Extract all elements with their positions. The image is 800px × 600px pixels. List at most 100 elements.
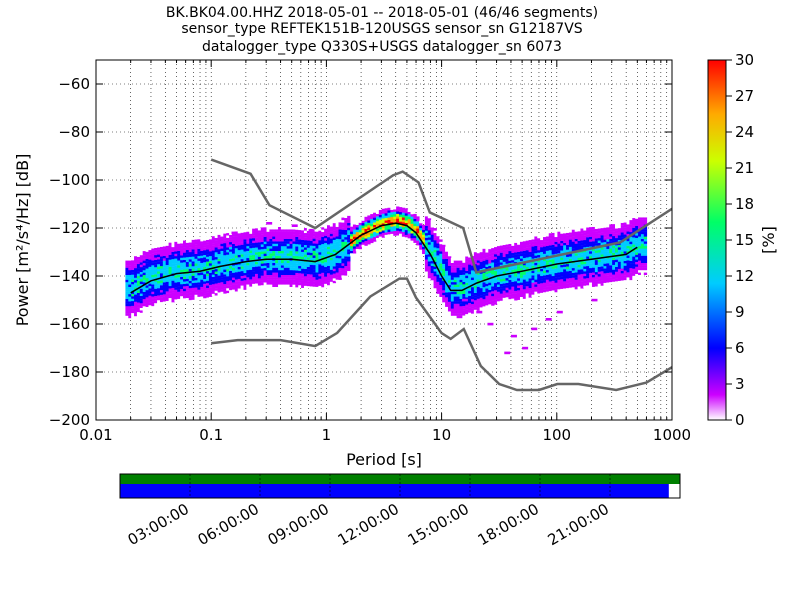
density-cell <box>177 281 181 285</box>
density-cell <box>519 292 524 295</box>
density-cell <box>473 311 478 315</box>
density-cell <box>168 252 172 255</box>
density-cell <box>433 249 437 253</box>
density-cell <box>243 270 247 274</box>
density-cell <box>312 262 316 266</box>
density-cell <box>206 287 210 291</box>
density-cell <box>589 251 593 254</box>
density-cell <box>324 235 328 239</box>
density-cell <box>471 287 475 290</box>
density-cell <box>471 294 475 297</box>
density-cell <box>456 294 460 297</box>
density-cell <box>456 267 460 271</box>
density-cell <box>162 272 167 276</box>
density-cell <box>545 250 550 254</box>
density-cell <box>617 280 622 284</box>
density-cell <box>419 247 423 250</box>
density-cell <box>309 262 314 265</box>
density-cell <box>301 270 305 274</box>
density-cell <box>384 217 388 221</box>
density-cell <box>439 246 443 250</box>
density-cell <box>206 256 210 260</box>
density-cell <box>148 247 152 251</box>
density-cell <box>154 302 158 306</box>
density-cell <box>347 225 351 228</box>
density-cell <box>557 265 561 268</box>
density-cell <box>165 248 170 251</box>
density-cell <box>263 241 267 245</box>
density-cell <box>629 251 633 254</box>
density-cell <box>191 280 195 284</box>
timeline-tick-label: 18:00:00 <box>475 500 542 549</box>
density-cell <box>151 265 155 268</box>
density-cell <box>453 274 458 278</box>
density-cell <box>329 274 334 277</box>
density-cell <box>341 227 345 230</box>
density-cell <box>185 261 190 265</box>
density-cell <box>603 277 607 281</box>
density-cell <box>136 314 141 317</box>
density-cell <box>194 268 198 271</box>
density-cell <box>165 279 170 282</box>
density-cell <box>367 225 371 228</box>
density-cell <box>234 269 239 273</box>
density-cell <box>185 281 190 284</box>
density-cell <box>220 281 224 285</box>
density-cell <box>214 288 218 291</box>
density-cell <box>165 267 170 270</box>
density-cell <box>375 220 380 224</box>
density-cell <box>168 245 172 248</box>
density-cell <box>643 272 648 275</box>
density-cell <box>246 272 250 275</box>
density-cell <box>200 257 204 261</box>
density-cell <box>563 266 567 270</box>
density-cell <box>583 244 587 248</box>
density-cell <box>257 234 262 238</box>
density-cell <box>459 274 463 278</box>
density-cell <box>324 233 328 236</box>
density-cell <box>626 269 630 273</box>
density-cell <box>476 296 481 299</box>
density-cell <box>255 283 259 286</box>
density-cell <box>638 226 642 230</box>
density-cell <box>214 273 218 277</box>
density-cell <box>128 274 132 278</box>
density-cell <box>436 279 440 282</box>
density-cell <box>329 231 334 234</box>
density-cell <box>249 231 253 234</box>
density-cell <box>211 257 216 261</box>
colorbar-tick-label: 18 <box>735 195 754 213</box>
density-cell <box>612 233 616 237</box>
density-cell <box>476 262 481 266</box>
density-cell <box>508 284 512 288</box>
density-cell <box>528 295 532 298</box>
density-cell <box>263 279 267 283</box>
density-cell <box>255 225 259 229</box>
density-cell <box>125 286 129 290</box>
density-cell <box>223 235 227 239</box>
density-cell <box>422 237 426 240</box>
density-cell <box>180 286 184 290</box>
density-cell <box>145 277 149 281</box>
density-cell <box>154 300 158 304</box>
density-cell <box>312 276 316 280</box>
density-cell <box>229 253 233 257</box>
density-cell <box>151 245 155 249</box>
density-cell <box>554 256 558 259</box>
density-cell <box>134 256 138 259</box>
density-cell <box>324 286 328 289</box>
density-cell <box>387 234 391 237</box>
density-cell <box>485 285 489 289</box>
density-cell <box>237 278 242 282</box>
density-cell <box>134 272 138 276</box>
density-cell <box>468 283 472 287</box>
density-cell <box>142 274 146 278</box>
density-cell <box>442 290 446 293</box>
density-cell <box>629 255 633 259</box>
density-cell <box>131 310 135 314</box>
density-cell <box>594 259 599 263</box>
density-cell <box>586 234 590 238</box>
density-cell <box>332 266 337 269</box>
density-cell <box>643 217 648 220</box>
density-cell <box>427 232 432 236</box>
